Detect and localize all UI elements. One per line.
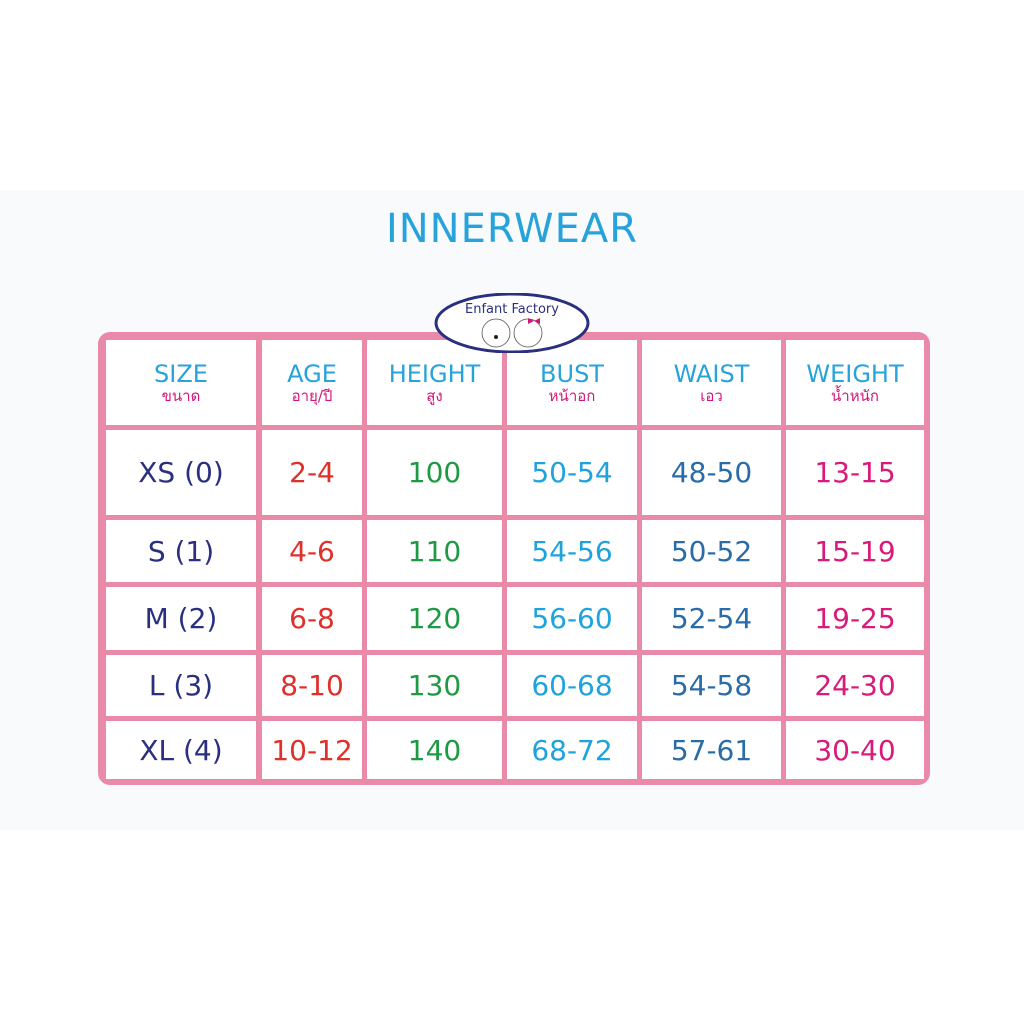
cell-waist: 48-50 [642,430,781,515]
cell-weight: 24-30 [786,655,924,716]
header-thai-label: น้ำหนัก [831,386,879,405]
header-thai-label: ขนาด [161,386,201,405]
cell-size: S (1) [106,520,256,582]
header-size: SIZE ขนาด [106,340,256,425]
cell-weight: 19-25 [786,587,924,650]
cell-age: 6-8 [262,587,362,650]
cell-height: 110 [367,520,502,582]
cell-waist: 57-61 [642,721,781,779]
header-height: HEIGHT สูง [367,340,502,425]
logo-text: Enfant Factory [465,302,559,317]
page-title: INNERWEAR [385,206,639,252]
header-bust: BUST หน้าอก [507,340,637,425]
cell-age: 2-4 [262,430,362,515]
cell-age: 10-12 [262,721,362,779]
header-label: AGE [287,359,337,388]
cell-weight: 30-40 [786,721,924,779]
cell-size: M (2) [106,587,256,650]
header-waist: WAIST เอว [642,340,781,425]
size-chart-table: SIZE ขนาด XS (0) S (1) M (2) L (3) XL (4) AGE อา… [98,332,930,785]
header-label: WEIGHT [806,359,904,388]
header-label: SIZE [154,359,208,388]
cell-age: 4-6 [262,520,362,582]
header-label: BUST [540,359,604,388]
cell-height: 140 [367,721,502,779]
cell-size: XS (0) [106,430,256,515]
enfant-factory-logo: Enfant Factory [434,293,590,353]
cell-age: 8-10 [262,655,362,716]
header-age: AGE อายุ/ปี [262,340,362,425]
cell-height: 120 [367,587,502,650]
cell-size: L (3) [106,655,256,716]
cell-weight: 15-19 [786,520,924,582]
header-thai-label: เอว [700,386,723,405]
cell-bust: 68-72 [507,721,637,779]
cell-bust: 54-56 [507,520,637,582]
cell-weight: 13-15 [786,430,924,515]
cell-size: XL (4) [106,721,256,779]
cell-waist: 52-54 [642,587,781,650]
cell-bust: 50-54 [507,430,637,515]
cell-bust: 60-68 [507,655,637,716]
header-label: WAIST [673,359,750,388]
header-thai-label: หน้าอก [548,386,596,405]
header-weight: WEIGHT น้ำหนัก [786,340,924,425]
header-label: HEIGHT [388,359,481,388]
cell-waist: 50-52 [642,520,781,582]
header-thai-label: อายุ/ปี [291,386,333,405]
cell-bust: 56-60 [507,587,637,650]
header-thai-label: สูง [426,386,443,405]
cell-height: 100 [367,430,502,515]
cell-waist: 54-58 [642,655,781,716]
cell-height: 130 [367,655,502,716]
